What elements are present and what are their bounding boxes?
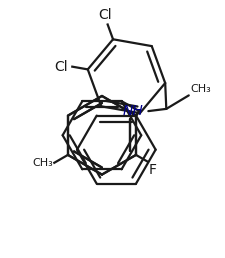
Text: NH: NH: [123, 104, 143, 118]
Text: CH₃: CH₃: [189, 84, 210, 94]
Text: Cl: Cl: [54, 60, 68, 74]
Text: CH₃: CH₃: [32, 158, 53, 168]
Text: Cl: Cl: [98, 8, 112, 22]
Text: F: F: [148, 163, 156, 177]
